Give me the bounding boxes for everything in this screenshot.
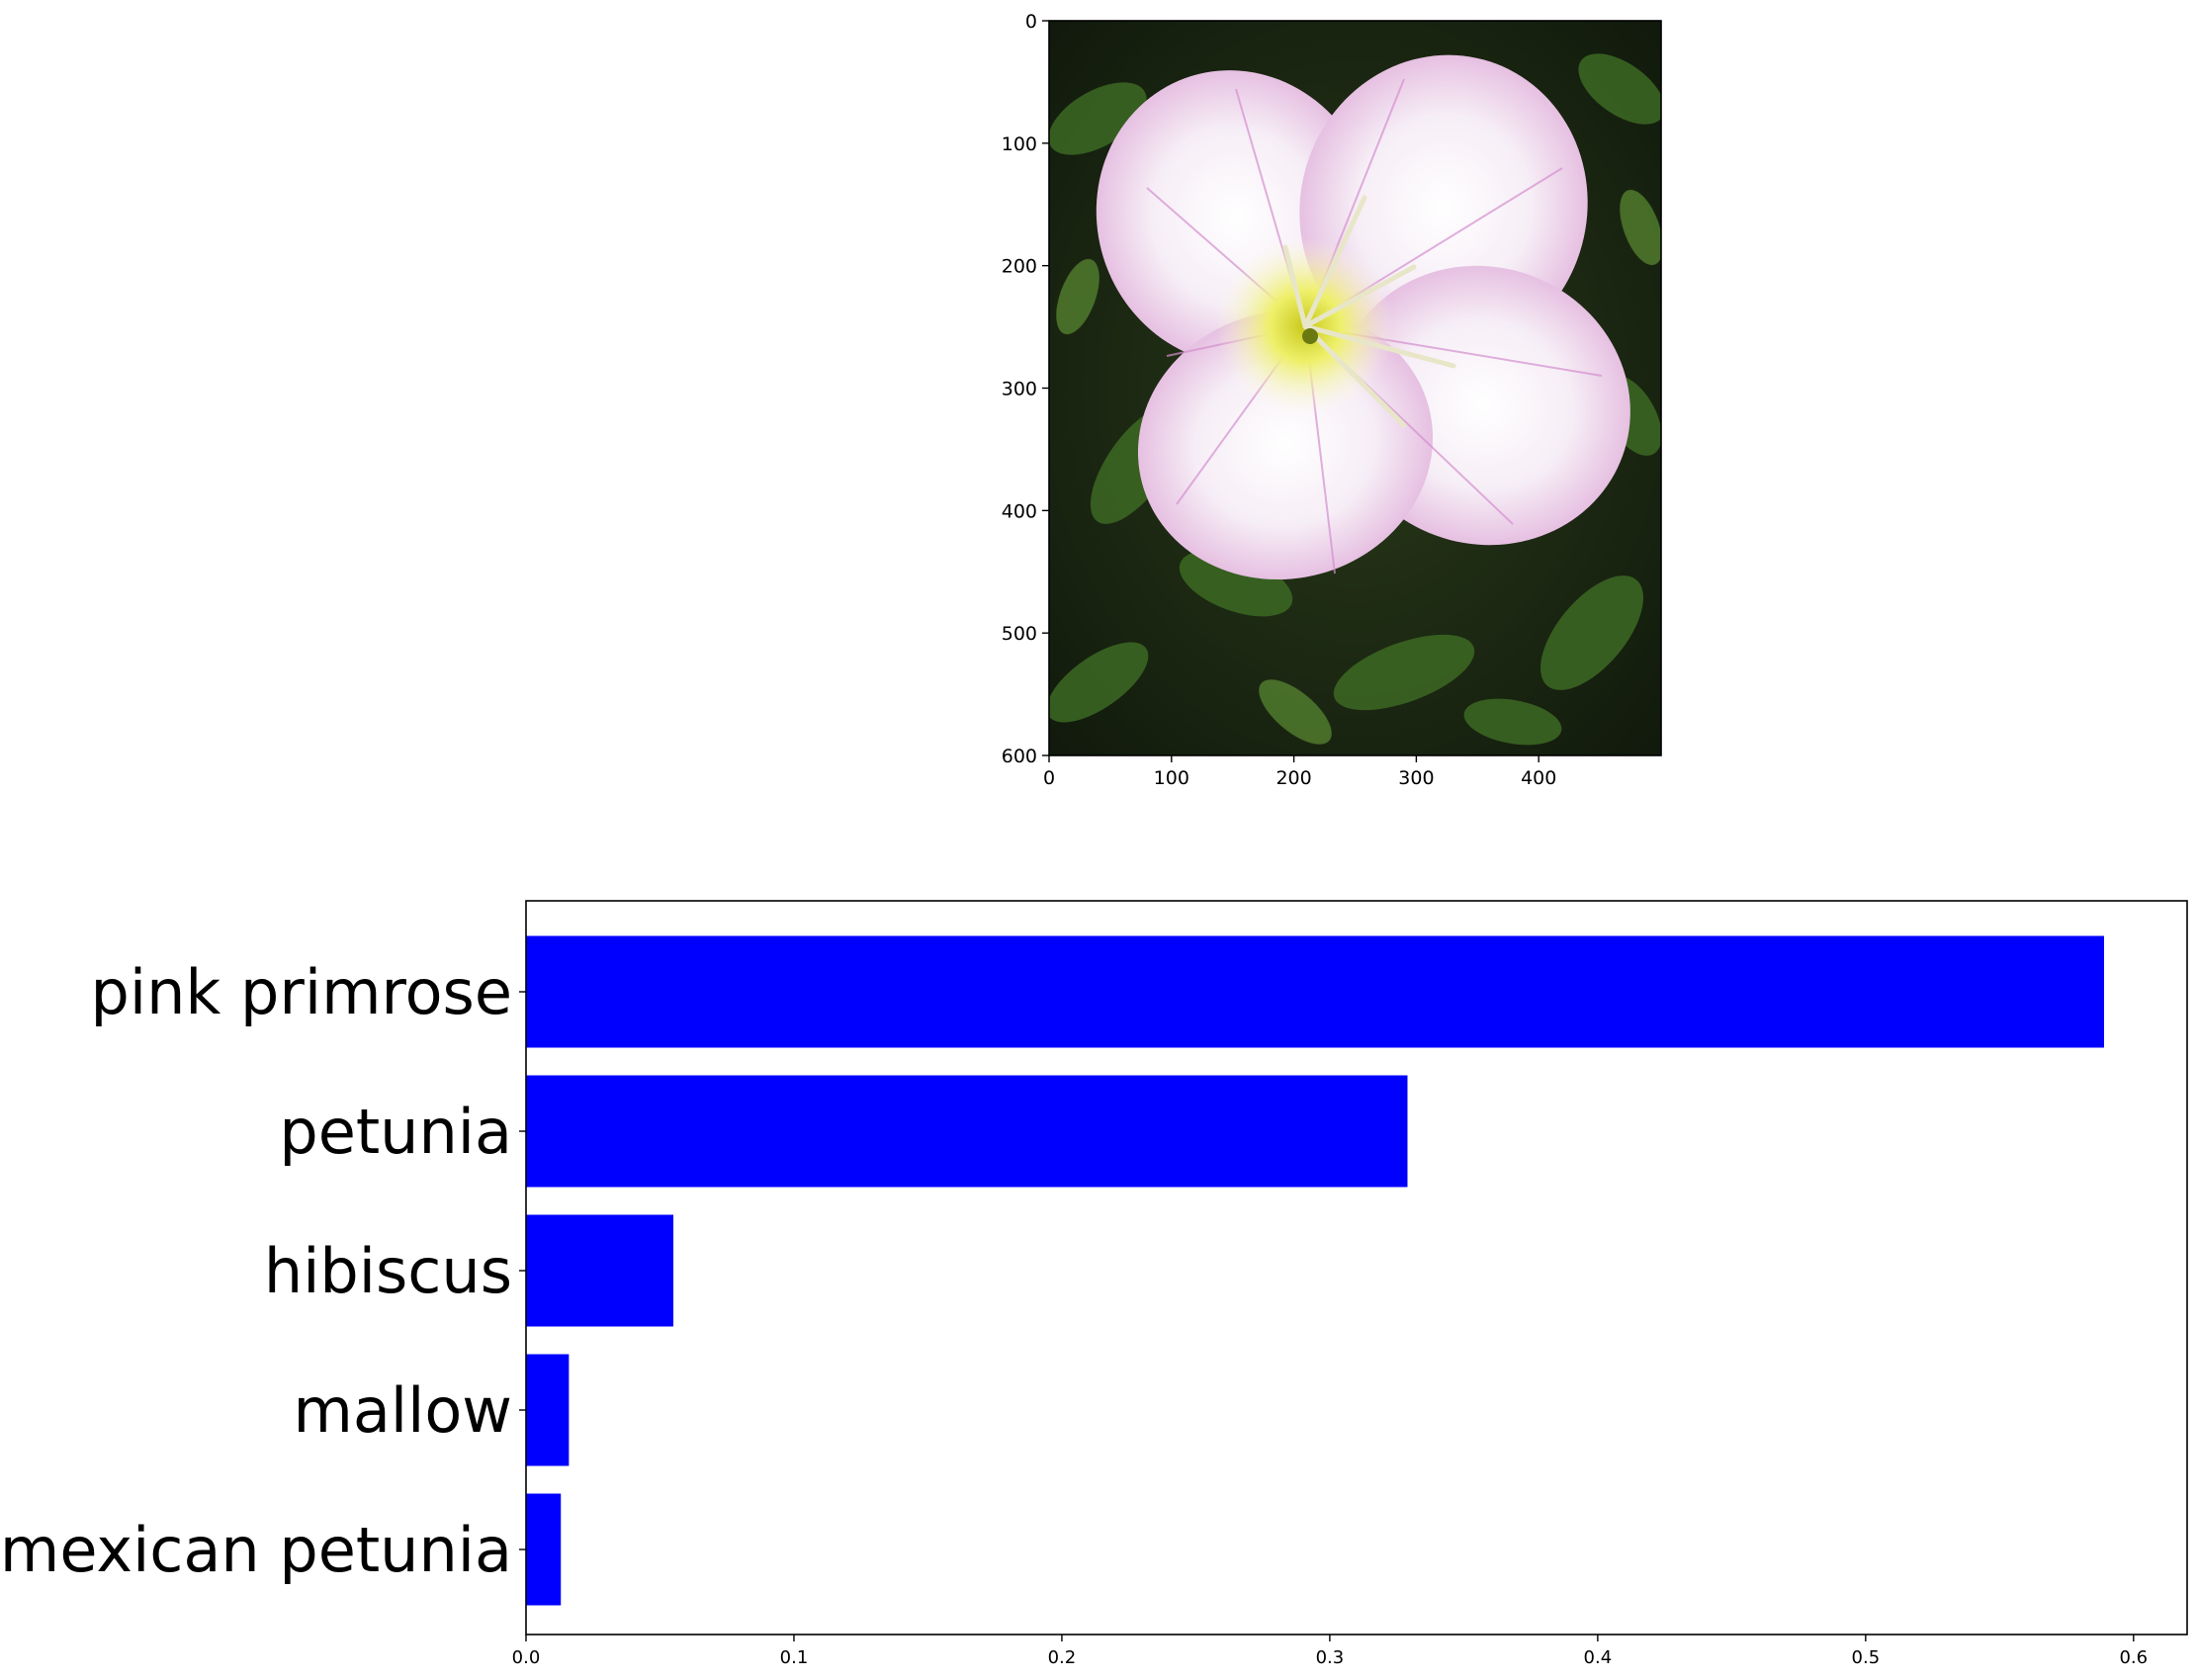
bar-x-tick-label-1: 0.1 xyxy=(780,1647,809,1668)
bar-x-ticks: 0.0 0.1 0.2 0.3 0.4 0.5 0.6 xyxy=(512,1635,2148,1668)
bar-x-tick-label-0: 0.0 xyxy=(512,1647,541,1668)
bar-chart-panel: 0.0 0.1 0.2 0.3 0.4 0.5 0.6 pink primrose petun… xyxy=(0,900,2188,1668)
bar-y-ticks: pink primrose petunia hibiscus mallow mexica… xyxy=(0,956,526,1586)
category-label-pink-primrose: pink primrose xyxy=(91,956,512,1028)
image-y-ticks: 0 100 200 300 400 500 600 xyxy=(1002,11,1049,767)
bar-x-tick-label-4: 0.4 xyxy=(1584,1647,1613,1668)
image-y-tick-label-1: 100 xyxy=(1002,133,1037,155)
bar-x-tick-label-6: 0.6 xyxy=(2119,1647,2148,1668)
bar-x-tick-label-5: 0.5 xyxy=(1852,1647,1881,1668)
image-x-tick-label-2: 200 xyxy=(1275,767,1311,789)
bar-axes-frame xyxy=(525,900,2188,1636)
image-y-tick-label-5: 500 xyxy=(1002,623,1037,645)
image-x-tick-label-1: 100 xyxy=(1154,767,1189,789)
category-label-mallow: mallow xyxy=(294,1374,512,1447)
bar-pink-primrose xyxy=(526,935,2104,1048)
bar-x-tick-label-2: 0.2 xyxy=(1048,1647,1077,1668)
category-label-hibiscus: hibiscus xyxy=(264,1235,512,1307)
bar-mallow xyxy=(526,1354,570,1466)
image-x-tick-label-3: 300 xyxy=(1398,767,1434,789)
bar-hibiscus xyxy=(526,1214,674,1327)
bar-x-tick-label-3: 0.3 xyxy=(1316,1647,1345,1668)
bar-petunia xyxy=(526,1075,1408,1188)
bars xyxy=(526,935,2104,1606)
image-x-ticks: 0 100 200 300 400 xyxy=(1043,755,1556,789)
flower-image-panel: 0 100 200 300 400 0 100 200 300 400 500 600 xyxy=(1002,11,1662,789)
category-label-petunia: petunia xyxy=(279,1096,512,1168)
image-y-tick-label-2: 200 xyxy=(1002,256,1037,278)
image-y-tick-label-0: 0 xyxy=(1025,11,1037,33)
category-label-mexican-petunia: mexican petunia xyxy=(0,1514,512,1586)
image-y-tick-label-6: 600 xyxy=(1002,746,1037,767)
image-x-tick-label-0: 0 xyxy=(1043,767,1055,789)
image-y-tick-label-3: 300 xyxy=(1002,379,1037,400)
image-y-tick-label-4: 400 xyxy=(1002,500,1037,522)
image-x-tick-label-4: 400 xyxy=(1521,767,1556,789)
flower-photo xyxy=(1049,21,1661,755)
bar-mexican-petunia xyxy=(526,1493,562,1606)
